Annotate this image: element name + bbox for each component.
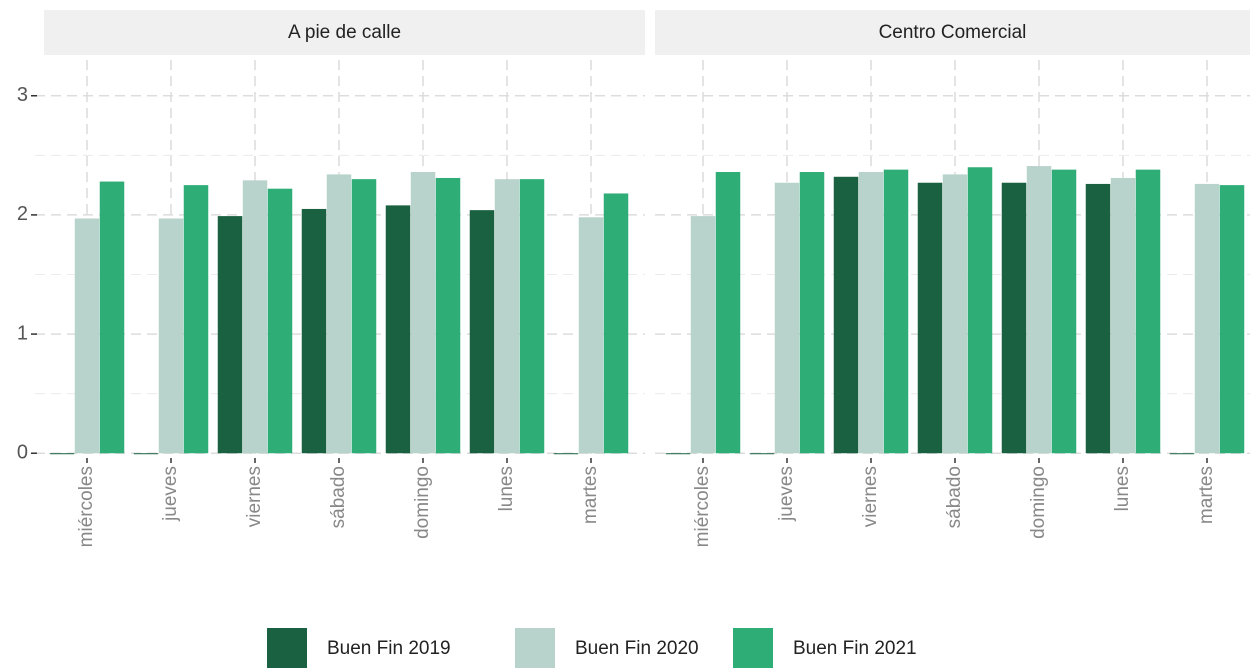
- bar: [665, 453, 691, 455]
- bar: [1135, 169, 1161, 454]
- bar: [242, 180, 268, 454]
- x-tick-label: martes: [1196, 466, 1217, 524]
- facet-strip: [655, 10, 1250, 55]
- bar: [183, 185, 209, 454]
- bar: [749, 453, 775, 455]
- bar: [351, 179, 377, 454]
- x-tick-label: sábado: [944, 466, 965, 528]
- bar: [833, 176, 859, 454]
- bar: [385, 205, 411, 454]
- facet-strip: [44, 10, 645, 55]
- legend-label: Buen Fin 2021: [793, 638, 917, 659]
- bar: [1169, 453, 1195, 455]
- bar: [410, 172, 436, 454]
- facet-title: Centro Comercial: [879, 22, 1027, 43]
- legend-swatch: [267, 628, 307, 668]
- legend-swatch: [515, 628, 555, 668]
- bar: [158, 218, 184, 454]
- legend-label: Buen Fin 2020: [575, 638, 699, 659]
- bar: [715, 172, 741, 454]
- bar: [49, 453, 75, 455]
- x-tick-label: lunes: [1112, 466, 1133, 511]
- bar: [267, 188, 293, 454]
- bar: [1051, 169, 1077, 454]
- bar: [967, 167, 993, 454]
- y-tick-label: 1: [17, 322, 28, 344]
- x-tick-label: viernes: [860, 466, 881, 527]
- bar: [883, 169, 909, 454]
- bar: [917, 182, 943, 454]
- bar: [1001, 182, 1027, 454]
- facet-title: A pie de calle: [288, 22, 401, 43]
- bar: [217, 216, 243, 454]
- bar: [799, 172, 825, 454]
- legend-swatch: [733, 628, 773, 668]
- y-tick-label: 3: [17, 84, 28, 106]
- x-tick-label: domingo: [1028, 466, 1049, 539]
- bar: [942, 174, 968, 454]
- bar: [326, 174, 352, 454]
- bar: [1085, 183, 1111, 454]
- bar: [1026, 166, 1052, 454]
- bar: [435, 177, 461, 454]
- x-tick-label: martes: [580, 466, 601, 524]
- bar: [578, 217, 604, 454]
- x-tick-label: jueves: [776, 466, 797, 522]
- x-tick-label: miércoles: [692, 466, 713, 547]
- bar: [1194, 183, 1220, 454]
- bar: [858, 172, 884, 454]
- bar: [133, 453, 159, 455]
- y-tick-label: 0: [17, 442, 28, 464]
- bar: [301, 208, 327, 454]
- legend-label: Buen Fin 2019: [327, 638, 451, 659]
- bar: [1110, 177, 1136, 454]
- bar: [1219, 185, 1245, 454]
- bar: [469, 210, 495, 454]
- bar: [553, 453, 579, 455]
- x-tick-label: lunes: [496, 466, 517, 511]
- bar: [690, 216, 716, 454]
- bar: [519, 179, 545, 454]
- bar: [774, 182, 800, 454]
- x-tick-label: domingo: [412, 466, 433, 539]
- bar: [99, 181, 125, 454]
- bar: [494, 179, 520, 454]
- bar: [603, 193, 629, 454]
- x-tick-label: viernes: [244, 466, 265, 527]
- x-tick-label: jueves: [160, 466, 181, 522]
- y-tick-label: 2: [17, 203, 28, 225]
- bar: [74, 218, 100, 454]
- x-tick-label: sábado: [328, 466, 349, 528]
- x-tick-label: miércoles: [76, 466, 97, 547]
